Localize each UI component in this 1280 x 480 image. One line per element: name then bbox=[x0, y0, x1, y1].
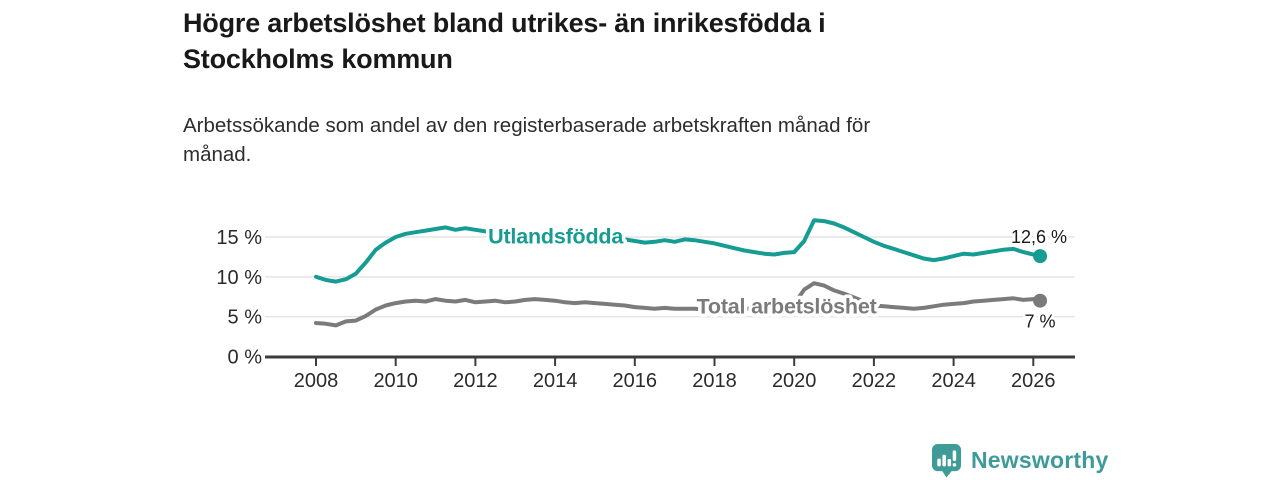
end-value-label: 12,6 % bbox=[1011, 227, 1067, 247]
series-end-dot bbox=[1033, 293, 1048, 308]
x-tick-label: 2016 bbox=[613, 370, 658, 392]
series-line-total-arbetslöshet bbox=[314, 281, 1043, 328]
x-tick-label: 2024 bbox=[931, 370, 976, 392]
y-tick-label: 15 % bbox=[216, 227, 262, 249]
chart-subtitle: Arbetssökande som andel av den registerb… bbox=[183, 114, 871, 167]
brand-name: Newsworthy bbox=[971, 447, 1109, 473]
x-tick-label: 2008 bbox=[294, 370, 339, 392]
series-end-dot bbox=[1033, 249, 1048, 264]
newsworthy-logo: Newsworthy bbox=[931, 443, 1108, 478]
y-tick-label: 5 % bbox=[228, 307, 263, 329]
x-tick-label: 2010 bbox=[373, 370, 418, 392]
x-tick-label: 2014 bbox=[533, 370, 578, 392]
x-tick-label: 2022 bbox=[852, 370, 897, 392]
series-label: Utlandsfödda bbox=[488, 225, 624, 249]
end-value-label: 7 % bbox=[1025, 312, 1056, 332]
x-tick-label: 2026 bbox=[1011, 370, 1056, 392]
x-tick-label: 2012 bbox=[453, 370, 498, 392]
y-tick-label: 10 % bbox=[216, 267, 262, 289]
x-tick-label: 2018 bbox=[692, 370, 737, 392]
newsworthy-speech-bubble-icon bbox=[931, 444, 962, 478]
series-line-utlandsfödda bbox=[314, 218, 1043, 284]
series-label: Total arbetslöshet bbox=[697, 294, 877, 318]
x-tick-label: 2020 bbox=[772, 370, 817, 392]
y-tick-label: 0 % bbox=[228, 347, 263, 369]
page-title: Högre arbetslöshet bland utrikes- än inr… bbox=[183, 8, 826, 74]
